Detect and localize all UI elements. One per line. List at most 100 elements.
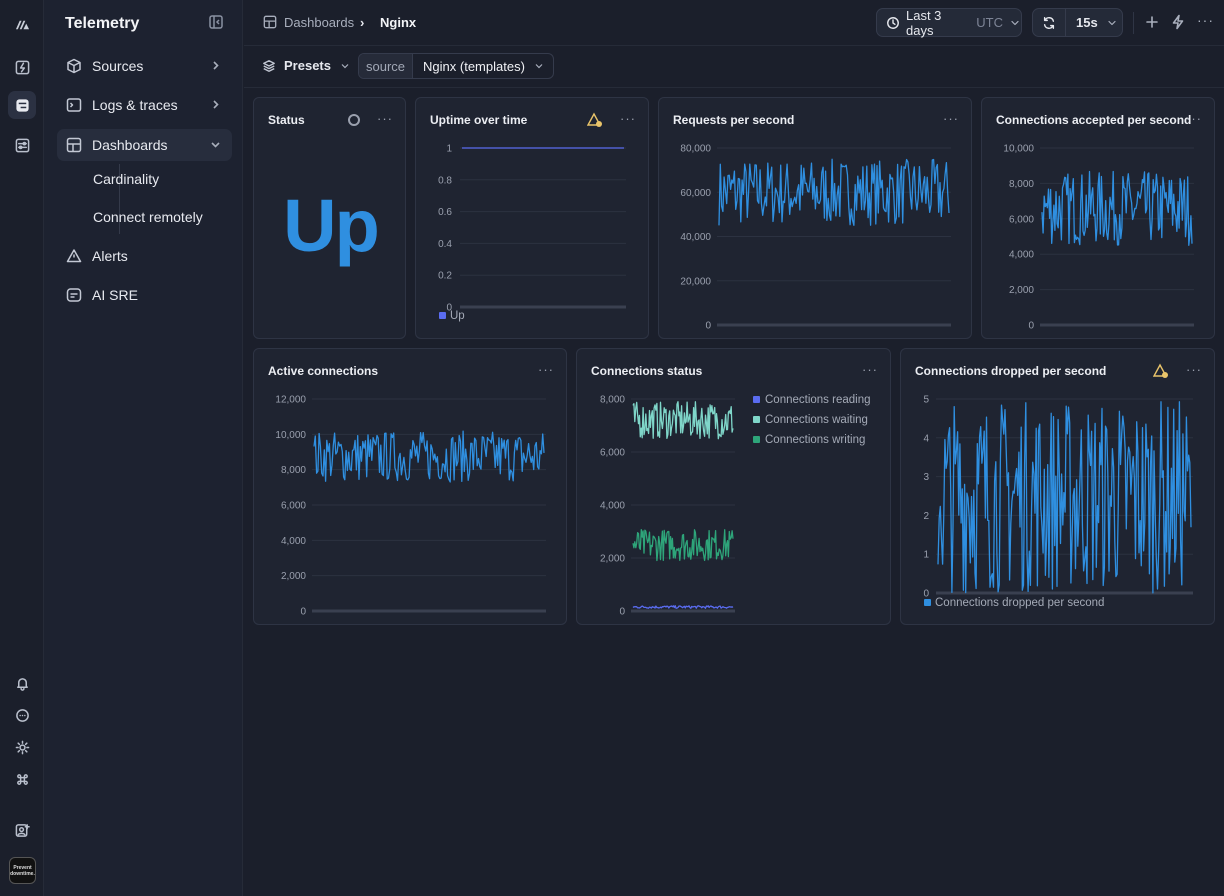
y-tick-label: 4,000 [281, 536, 306, 547]
sidebar-item-sources[interactable]: Sources [57, 50, 232, 82]
chart-dropped: 5 4 3 2 1 0 Connections dropped per second [923, 395, 1193, 609]
panel-menu-icon[interactable]: ··· [862, 362, 878, 377]
sidebar-item-dashboards[interactable]: Dashboards [57, 129, 232, 161]
y-tick-label: 0.8 [438, 175, 452, 186]
avatar[interactable]: Prevent downtime. [9, 857, 36, 884]
sub-nav-line [119, 164, 120, 234]
icon-rail: Prevent downtime. [0, 0, 44, 896]
y-tick-label: 2,000 [281, 571, 306, 582]
panel-rps: Requests per second ··· 80,000 60,000 40,0… [658, 97, 972, 339]
panel-menu-icon[interactable]: ··· [943, 111, 959, 126]
bolt-icon[interactable] [1170, 14, 1188, 32]
presets-label: Presets [284, 58, 331, 73]
command-icon[interactable] [8, 765, 36, 793]
sidebar-subitem-connect-remotely[interactable]: Connect remotely [93, 209, 203, 225]
filter-bar: Presets source Nginx (templates) [244, 46, 1224, 88]
presets-dropdown[interactable]: Presets [262, 58, 351, 73]
y-tick-label: 0.6 [438, 207, 452, 218]
y-tick-label: 0.4 [438, 239, 452, 250]
y-tick-label: 8,000 [600, 395, 625, 406]
y-tick-label: 0 [923, 589, 929, 600]
terminal-icon [66, 96, 84, 114]
logo-icon[interactable] [8, 10, 36, 38]
panel-title: Connections accepted per second [996, 113, 1192, 127]
status-ring-icon [348, 114, 360, 126]
legend-swatch [753, 416, 760, 423]
series-line [632, 401, 734, 440]
chart-conn-status: 8,000 6,000 4,000 2,000 0 Connections reading… [600, 394, 871, 618]
more-menu-icon[interactable]: ··· [1197, 12, 1214, 28]
user-plus-icon[interactable] [8, 816, 36, 844]
panel-title: Connections status [591, 364, 703, 378]
y-tick-label: 6,000 [1009, 214, 1034, 225]
legend-swatch [753, 436, 760, 443]
source-filter[interactable]: source Nginx (templates) [358, 53, 554, 79]
legend-label: Connections reading [765, 394, 871, 406]
breadcrumb-separator: › [360, 15, 365, 30]
panel-menu-icon[interactable]: ··· [377, 111, 393, 126]
panel-uptime: Uptime over time ··· 1 0.8 0.6 0.4 0.2 0 Up [415, 97, 649, 339]
chevron-down-icon [209, 138, 222, 151]
sidebar-item-ai-sre[interactable]: AI SRE [57, 279, 232, 311]
panel-title: Requests per second [673, 113, 795, 127]
chat-icon[interactable] [8, 701, 36, 729]
y-tick-label: 2,000 [1009, 285, 1034, 296]
y-tick-label: 80,000 [680, 144, 711, 155]
y-tick-label: 10,000 [1003, 144, 1034, 155]
y-tick-label: 0 [619, 607, 625, 618]
sidebar-item-alerts[interactable]: Alerts [57, 240, 232, 272]
panel-accepted: Connections accepted per second ··· 10,0… [981, 97, 1215, 339]
panel-status: Status ··· Up [253, 97, 406, 339]
sidebar-item-label: Logs & traces [92, 97, 178, 113]
top-bar: Dashboards › Nginx Last 3 days UTC 15s ·… [244, 0, 1224, 46]
y-tick-label: 4 [923, 433, 929, 444]
panel-menu-icon[interactable]: ··· [538, 362, 554, 377]
y-tick-label: 0 [446, 303, 452, 314]
legend-label: Up [450, 310, 465, 322]
filter-key: source [359, 54, 414, 78]
status-value: Up [283, 184, 380, 267]
time-range-picker[interactable]: Last 3 days UTC [876, 7, 1022, 38]
panel-dropped: Connections dropped per second ··· 5 4 3 2 1… [900, 348, 1215, 625]
panel-conn-status: Connections status ··· 8,000 6,000 4,000 2,… [576, 348, 891, 625]
panel-title: Uptime over time [430, 113, 528, 127]
time-range-label: Last 3 days [906, 7, 942, 38]
refresh-icon[interactable] [1042, 16, 1056, 30]
collapse-sidebar-icon[interactable] [209, 15, 225, 31]
panel-title: Active connections [268, 364, 379, 378]
panel-menu-icon[interactable]: ··· [1186, 362, 1202, 377]
sidebar-item-label: AI SRE [92, 287, 138, 303]
sidebar-item-logs-traces[interactable]: Logs & traces [57, 89, 232, 121]
series-line [937, 401, 1192, 594]
divider [1065, 9, 1066, 36]
chart-uptime: 1 0.8 0.6 0.4 0.2 0Up [438, 144, 626, 322]
bell-icon[interactable] [8, 669, 36, 697]
sidebar-subitem-cardinality[interactable]: Cardinality [93, 171, 160, 187]
panel-menu-icon[interactable]: ··· [620, 111, 636, 126]
ai-icon [66, 286, 84, 304]
add-icon[interactable] [1144, 14, 1162, 32]
sun-icon[interactable] [8, 733, 36, 761]
legend-label: Connections waiting [765, 414, 868, 426]
filter-value: Nginx (templates) [423, 58, 525, 74]
refresh-control[interactable]: 15s [1032, 8, 1123, 37]
layers-icon [262, 59, 276, 73]
warning-icon[interactable] [587, 112, 603, 128]
breadcrumb-dashboards[interactable]: Dashboards [284, 15, 355, 30]
sidebar-title: Telemetry [65, 15, 140, 32]
sidebar-item-label: Dashboards [92, 137, 168, 153]
warning-icon[interactable] [1153, 363, 1169, 379]
y-tick-label: 12,000 [275, 395, 306, 406]
clock-icon [886, 16, 900, 30]
sidebar-item-label: Sources [92, 58, 144, 74]
bolt-square-icon[interactable] [8, 53, 36, 81]
y-tick-label: 0 [1028, 321, 1034, 332]
logs-square-icon[interactable] [8, 91, 36, 119]
refresh-interval: 15s [1076, 15, 1098, 30]
y-tick-label: 40,000 [680, 232, 711, 243]
y-tick-label: 20,000 [680, 276, 711, 287]
panel-menu-icon[interactable]: ··· [1186, 111, 1202, 126]
y-tick-label: 10,000 [275, 430, 306, 441]
sliders-square-icon[interactable] [8, 131, 36, 159]
y-tick-label: 60,000 [680, 188, 711, 199]
